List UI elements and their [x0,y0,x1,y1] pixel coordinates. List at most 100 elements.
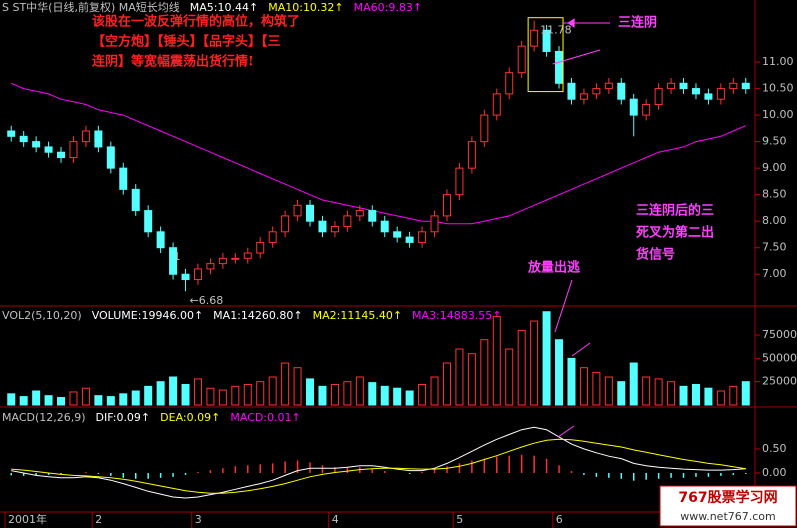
candle-body [44,146,53,153]
volume-bar [32,390,41,406]
trough-label: ←6.68 [190,294,224,307]
y-tick-label: 11.00 [762,55,794,68]
volume-bar [691,383,700,406]
candle-body [654,88,663,105]
watermark-url: www.net767.com [680,510,776,523]
candle-body [629,98,638,116]
candle-body [94,130,103,148]
volume-bar [144,385,153,406]
panel-header: MACD(12,26,9) [2,411,86,424]
volume-bar [393,387,402,406]
volume-bar [193,378,202,406]
x-tick-label: 6 [556,513,563,526]
arrow [552,49,601,65]
panel-header: S ST中华(日线,前复权) MA短长均线 [2,0,180,14]
candle-body [442,194,451,217]
candle-body [119,167,128,190]
volume-bar [156,381,165,406]
y-tick-label: 50000 [762,351,797,364]
candle-body [716,88,725,100]
volume-bar [268,376,277,406]
volume-bar [555,339,564,406]
panel-header: MA1:14260.80↑ [213,309,302,322]
volume-bar [517,329,526,406]
volume-bar [355,376,364,406]
volume-bar [69,391,78,406]
candle-body [480,114,489,143]
candle-body [57,151,66,159]
candle-body [281,215,290,233]
volume-bar [542,311,551,406]
volume-bar [231,385,240,406]
candle-body [343,215,352,227]
candle-body [293,204,302,217]
volume-bar [57,397,66,406]
x-tick-label: 2001年 [8,512,47,526]
volume-bar [19,396,28,406]
volume-bar [343,381,352,406]
panel-header: DEA:0.09↑ [160,411,220,424]
candle-body [368,210,377,222]
line [11,82,746,225]
panel-frames [0,0,797,513]
volume-bar [281,362,290,406]
x-tick-label: 2 [95,513,102,526]
y-tick-label: 9.00 [762,161,787,174]
volume-bar [442,362,451,406]
candle-body [106,146,115,169]
candle-body [318,220,327,233]
volume-bar [430,376,439,406]
volume-bar [94,395,103,406]
candle-body [32,141,41,148]
peak-label: 11.78 [540,24,572,37]
y-tick-label: 0.00 [762,466,787,479]
candle-body [418,231,427,243]
panel-header: MA10:10.32↑ [268,1,343,14]
volume-bar [467,353,476,406]
volume-bar [368,382,377,406]
volume-bar [480,339,489,406]
volume-bar [131,390,140,406]
panel-header: VOL2(5,10,20) [2,309,82,322]
candle-body [642,103,651,116]
x-tick-label: 5 [456,513,463,526]
volume-bar [604,376,613,406]
volume-bar [106,396,115,406]
line [11,438,746,494]
candle-body [181,273,190,281]
candle-body [355,210,364,217]
volume-bar [306,378,315,406]
candle-body [131,188,140,212]
volume-bar [579,367,588,406]
volume-bar [617,381,626,406]
volume-bar [592,371,601,406]
volume-bar [418,383,427,406]
y-tick-label: 10.50 [762,82,794,95]
panel-header: MA60:9.83↑ [354,1,422,14]
candle-body [505,72,514,95]
volume-bar [629,362,638,406]
candle-body [69,141,78,159]
candle-body [430,215,439,233]
marker-label: 1 [174,250,181,263]
volume-bar [44,395,53,406]
highlight-box [527,17,564,93]
candle-body [729,82,738,90]
volume-bar [256,381,265,406]
arrow [554,279,573,333]
candle-body [156,231,165,249]
y-tick-label: 0.50 [762,442,787,455]
volume-bar [293,367,302,406]
arrow [571,342,591,357]
volume-bar [530,320,539,406]
volume-bar [679,385,688,406]
panel-header: MACD:0.01↑ [230,411,300,424]
candle-body [604,82,613,90]
volume-bar [119,393,128,406]
candle-body [7,130,16,137]
y-tick-label: 9.50 [762,135,787,148]
candle-body [741,82,750,90]
candle-body [218,257,227,265]
annotation: 【空方炮】【锤头】【品字头】【三 [92,34,281,50]
